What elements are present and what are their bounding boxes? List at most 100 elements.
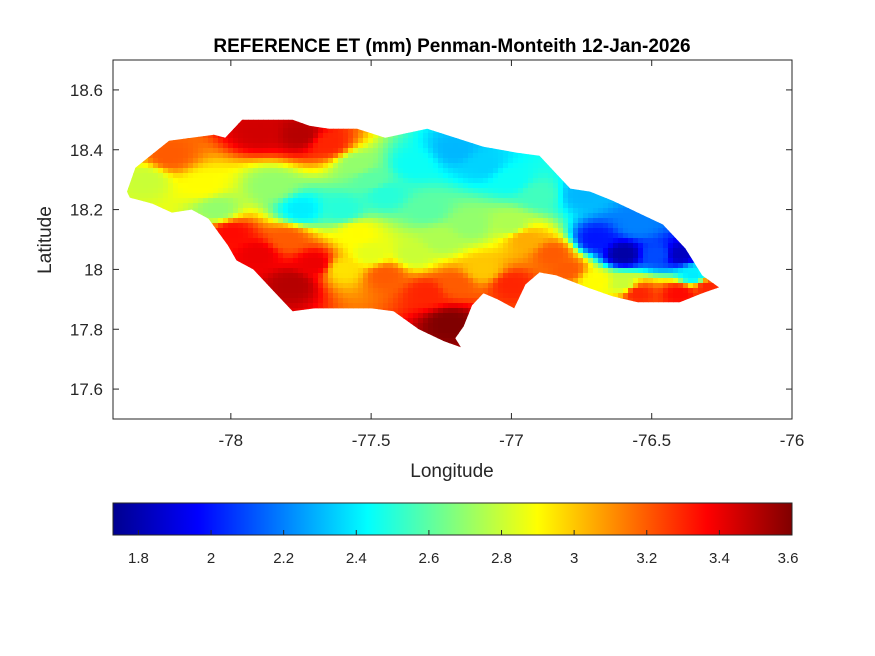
heatmap-cell bbox=[448, 283, 454, 289]
heatmap-cell bbox=[143, 163, 149, 169]
heatmap-cell bbox=[388, 178, 394, 184]
heatmap-cell bbox=[268, 218, 274, 224]
heatmap-cell bbox=[253, 123, 259, 129]
heatmap-cell bbox=[318, 263, 324, 269]
heatmap-cell bbox=[353, 248, 359, 254]
heatmap-cell bbox=[568, 258, 574, 264]
heatmap-cell bbox=[438, 183, 444, 189]
heatmap-cell bbox=[248, 248, 254, 254]
heatmap-cell bbox=[493, 198, 499, 204]
heatmap-cell bbox=[278, 243, 284, 249]
heatmap-cell bbox=[608, 268, 614, 274]
heatmap-cell bbox=[428, 133, 434, 139]
heatmap-cell bbox=[348, 243, 354, 249]
heatmap-cell bbox=[253, 148, 259, 154]
heatmap-cell bbox=[443, 168, 449, 174]
heatmap-cell bbox=[473, 148, 479, 154]
heatmap-cell bbox=[463, 183, 469, 189]
heatmap-cell bbox=[218, 173, 224, 179]
heatmap-cell bbox=[483, 203, 489, 209]
heatmap-cell bbox=[528, 248, 534, 254]
heatmap-cell bbox=[253, 163, 259, 169]
heatmap-cell bbox=[613, 203, 619, 209]
heatmap-cell bbox=[443, 278, 449, 284]
heatmap-cell bbox=[628, 223, 634, 229]
heatmap-cell bbox=[408, 238, 414, 244]
heatmap-cell bbox=[303, 243, 309, 249]
heatmap-cell bbox=[318, 193, 324, 199]
heatmap-cell bbox=[173, 168, 179, 174]
heatmap-cell bbox=[333, 288, 339, 294]
heatmap-cell bbox=[533, 233, 539, 239]
heatmap-cell bbox=[488, 173, 494, 179]
heatmap-cell bbox=[468, 178, 474, 184]
heatmap-cell bbox=[473, 213, 479, 219]
heatmap-cell bbox=[278, 188, 284, 194]
heatmap-cell bbox=[488, 158, 494, 164]
heatmap-cell bbox=[593, 238, 599, 244]
heatmap-cell bbox=[318, 223, 324, 229]
heatmap-cell bbox=[428, 303, 434, 309]
heatmap-cell bbox=[458, 283, 464, 289]
heatmap-cell bbox=[153, 193, 159, 199]
heatmap-cell bbox=[343, 203, 349, 209]
heatmap-cell bbox=[563, 188, 569, 194]
heatmap-cell bbox=[493, 163, 499, 169]
heatmap-cell bbox=[653, 238, 659, 244]
heatmap-cell bbox=[613, 263, 619, 269]
heatmap-cell bbox=[353, 223, 359, 229]
heatmap-cell bbox=[163, 193, 169, 199]
heatmap-cell bbox=[393, 158, 399, 164]
heatmap-cell bbox=[393, 218, 399, 224]
heatmap-cell bbox=[183, 153, 189, 159]
heatmap-cell bbox=[678, 288, 684, 294]
heatmap-cell bbox=[288, 193, 294, 199]
heatmap-cell bbox=[598, 218, 604, 224]
heatmap-cell bbox=[343, 128, 349, 134]
heatmap-cell bbox=[128, 188, 134, 194]
heatmap-cell bbox=[263, 128, 269, 134]
heatmap-cell bbox=[493, 168, 499, 174]
heatmap-cell bbox=[408, 188, 414, 194]
heatmap-cell bbox=[588, 268, 594, 274]
heatmap-cell bbox=[438, 253, 444, 259]
heatmap-cell bbox=[263, 193, 269, 199]
heatmap-cell bbox=[563, 193, 569, 199]
heatmap-cell bbox=[478, 228, 484, 234]
heatmap-cell bbox=[633, 238, 639, 244]
heatmap-cell bbox=[278, 173, 284, 179]
heatmap-cell bbox=[308, 288, 314, 294]
heatmap-cell bbox=[308, 303, 314, 309]
heatmap-cell bbox=[503, 293, 509, 299]
heatmap-cell bbox=[283, 288, 289, 294]
heatmap-cell bbox=[418, 248, 424, 254]
heatmap-cell bbox=[168, 158, 174, 164]
heatmap-cell bbox=[398, 178, 404, 184]
heatmap-cell bbox=[343, 198, 349, 204]
heatmap-cell bbox=[348, 153, 354, 159]
heatmap-cell bbox=[353, 203, 359, 209]
heatmap-cell bbox=[408, 153, 414, 159]
heatmap-cell bbox=[388, 208, 394, 214]
heatmap-cell bbox=[233, 188, 239, 194]
heatmap-cell bbox=[298, 193, 304, 199]
heatmap-cell bbox=[363, 163, 369, 169]
heatmap-cell bbox=[218, 203, 224, 209]
heatmap-cell bbox=[323, 168, 329, 174]
heatmap-cell bbox=[468, 278, 474, 284]
heatmap-cell bbox=[293, 193, 299, 199]
heatmap-cell bbox=[218, 188, 224, 194]
heatmap-cell bbox=[393, 283, 399, 289]
heatmap-cell bbox=[548, 223, 554, 229]
heatmap-cell bbox=[133, 168, 139, 174]
heatmap-cell bbox=[288, 288, 294, 294]
heatmap-cell bbox=[188, 188, 194, 194]
heatmap-cell bbox=[398, 243, 404, 249]
heatmap-cell bbox=[423, 243, 429, 249]
heatmap-cell bbox=[253, 178, 259, 184]
heatmap-cell bbox=[363, 258, 369, 264]
heatmap-cell bbox=[678, 253, 684, 259]
heatmap-cell bbox=[398, 193, 404, 199]
heatmap-cell bbox=[298, 208, 304, 214]
heatmap-cell bbox=[238, 183, 244, 189]
